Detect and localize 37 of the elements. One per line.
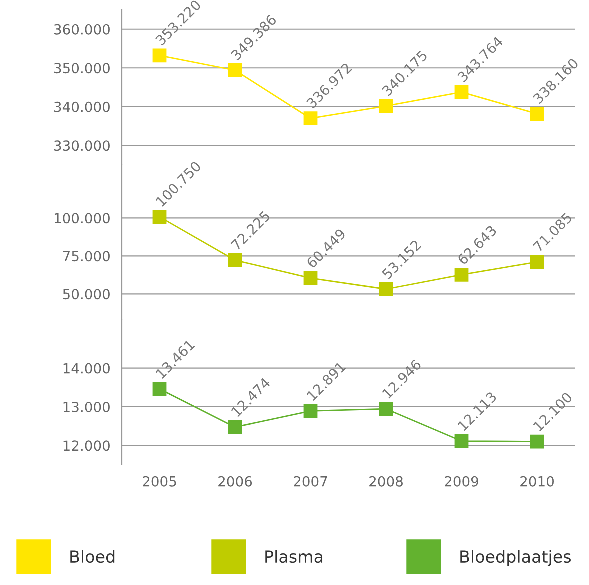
point: [228, 64, 242, 78]
y-tick-label: 13.000: [64, 402, 110, 412]
y-tick-label: 330.000: [54, 140, 110, 152]
point: [454, 434, 469, 448]
y-tick-label: 360.000: [54, 24, 110, 35]
point: [304, 271, 318, 286]
point: [454, 85, 469, 100]
point: [379, 402, 394, 416]
point: [530, 107, 544, 121]
point: [304, 112, 318, 126]
y-tick-label: 340.000: [54, 102, 110, 112]
legend-label: Plasma: [266, 550, 323, 564]
point: [304, 404, 318, 418]
legend-label: Bloed: [70, 550, 115, 564]
point: [454, 268, 469, 282]
point: [530, 255, 544, 270]
point: [228, 253, 242, 268]
legend-label: Bloedplaatjes: [460, 550, 572, 566]
y-tick-label: 75.000: [63, 251, 110, 262]
x-tick-label: 2009: [445, 476, 478, 487]
x-tick-label: 2008: [370, 476, 403, 487]
y-tick-label: 350.000: [54, 63, 110, 74]
point: [379, 282, 394, 296]
y-tick-label: 100.000: [54, 213, 110, 224]
point: [152, 210, 167, 224]
x-tick-label: 2005: [143, 476, 176, 487]
point: [530, 434, 544, 449]
point: [228, 420, 242, 434]
point: [152, 48, 167, 63]
point: [379, 99, 394, 114]
x-tick-label: 2006: [218, 476, 252, 487]
y-tick-label: 50.000: [63, 289, 110, 300]
y-tick-label: 12.000: [64, 440, 110, 452]
y-tick-label: 14.000: [64, 363, 110, 374]
x-tick-label: 2007: [294, 476, 328, 487]
point: [152, 382, 167, 396]
x-tick-label: 2010: [520, 476, 554, 487]
